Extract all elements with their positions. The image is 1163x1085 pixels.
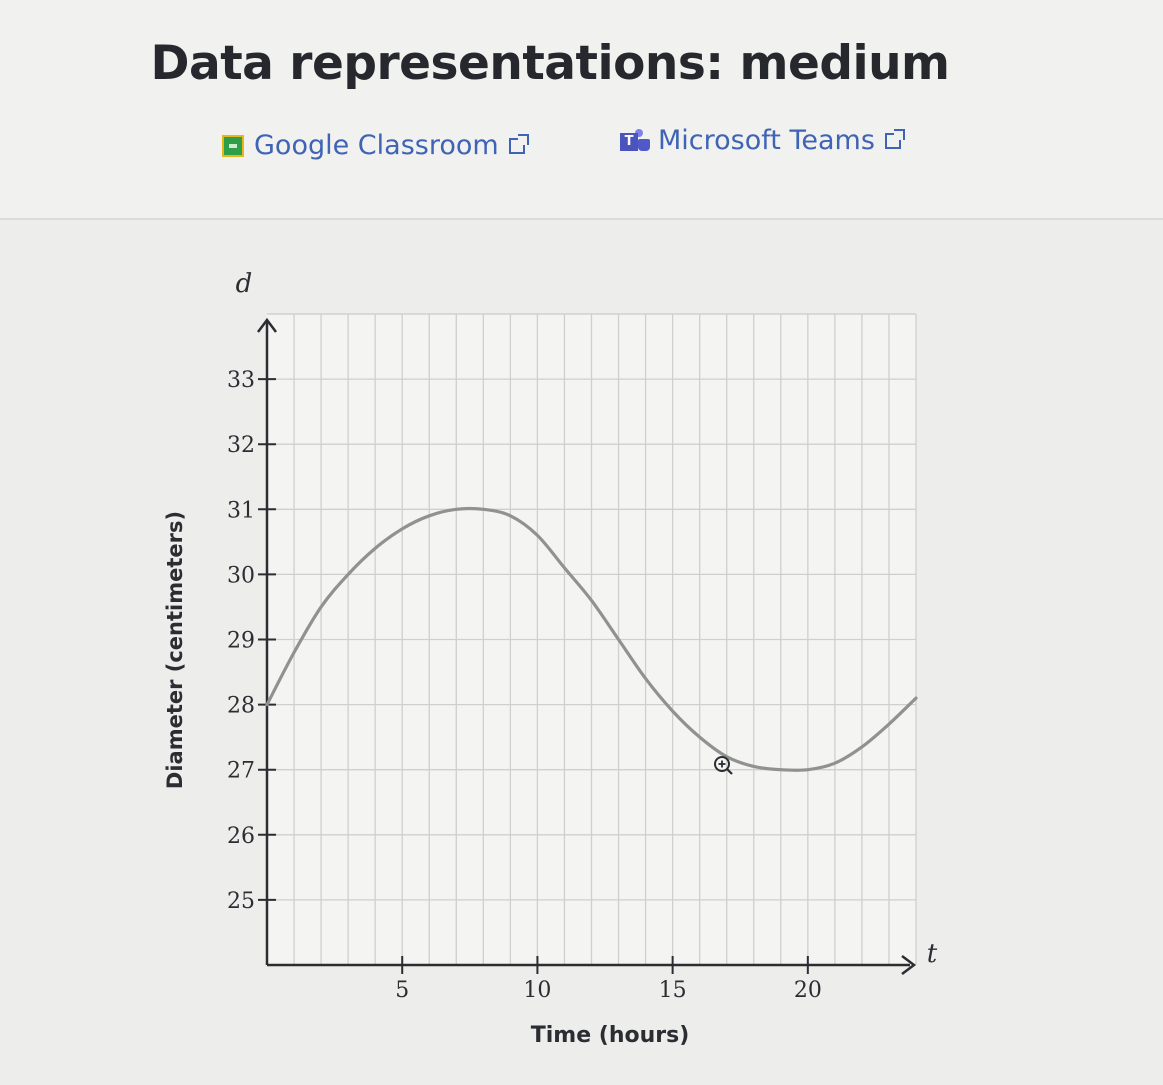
y-axis-label: Diameter (centimeters) (163, 511, 187, 789)
google-classroom-icon (222, 134, 244, 157)
microsoft-teams-icon: T (620, 128, 650, 153)
y-tick-label: 26 (227, 824, 255, 849)
microsoft-teams-link[interactable]: T Microsoft Teams (620, 125, 905, 156)
x-axis-arrow (901, 955, 917, 975)
google-classroom-label: Google Classroom (254, 130, 499, 161)
zoom-icon[interactable] (714, 756, 733, 775)
microsoft-teams-label: Microsoft Teams (658, 125, 875, 156)
y-tick-label: 28 (227, 694, 255, 719)
diameter-curve (265, 506, 918, 772)
y-tick-label: 32 (227, 433, 255, 458)
external-link-icon (508, 133, 529, 154)
y-tick-label: 29 (227, 629, 255, 654)
y-tick-label: 31 (227, 498, 255, 523)
y-tick-label: 30 (227, 563, 255, 588)
y-axis-arrow (257, 317, 277, 333)
y-tick-label: 27 (227, 759, 255, 784)
header: Data representations: medium Google Clas… (0, 0, 1163, 220)
external-link-icon (884, 128, 905, 149)
x-tick-label: 10 (523, 978, 551, 1003)
x-axis-label: Time (hours) (531, 1023, 690, 1048)
google-classroom-link[interactable]: Google Classroom (222, 130, 529, 161)
x-axis-variable: t (927, 939, 938, 969)
y-axis-variable: d (236, 269, 253, 299)
y-tick-label: 25 (227, 889, 255, 914)
y-tick-label: 33 (227, 368, 255, 393)
diameter-chart[interactable]: 25 26 27 28 29 30 31 32 33 5 10 15 20 d t Time (hour… (0, 220, 1163, 1085)
chart-area: 25 26 27 28 29 30 31 32 33 5 10 15 20 d t Time (hour… (0, 220, 1163, 1085)
x-tick-label: 15 (659, 978, 687, 1003)
x-tick-label: 5 (395, 978, 409, 1003)
x-tick-label: 20 (794, 978, 822, 1003)
page-title: Data representations: medium (150, 36, 950, 91)
